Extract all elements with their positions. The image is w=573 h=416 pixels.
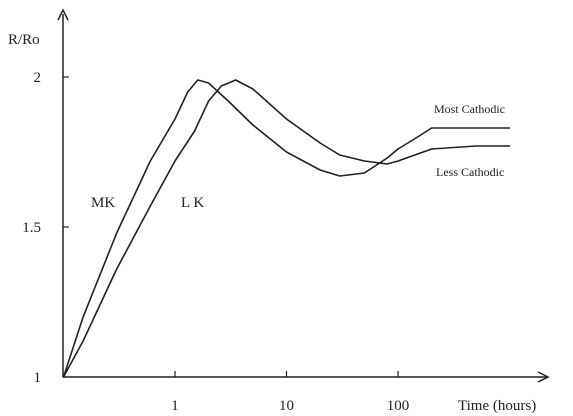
ticks: 1 10 100 1 1.5 2 <box>22 70 409 414</box>
legend-most-cathodic: Most Cathodic <box>434 102 505 116</box>
y-axis-arrow <box>57 8 69 21</box>
x-axis-label: Time (hours) <box>458 398 536 414</box>
axes <box>57 8 550 383</box>
x-tick-label: 100 <box>387 398 410 414</box>
y-tick-label: 2 <box>34 70 42 86</box>
series-line-less-cathodic <box>62 79 511 378</box>
series-line-most-cathodic <box>62 79 511 378</box>
legend-less-cathodic: Less Cathodic <box>436 165 504 179</box>
y-axis-label: R/Ro <box>8 32 40 48</box>
series-lines <box>62 79 511 378</box>
curve-label-mk: MK <box>91 195 115 211</box>
x-tick-label: 1 <box>171 398 179 414</box>
x-tick-label: 10 <box>279 398 294 414</box>
curve-label-lk: L K <box>181 195 204 211</box>
y-tick-label: 1 <box>34 370 42 386</box>
x-axis-arrow <box>537 371 550 383</box>
y-tick-label: 1.5 <box>22 220 41 236</box>
